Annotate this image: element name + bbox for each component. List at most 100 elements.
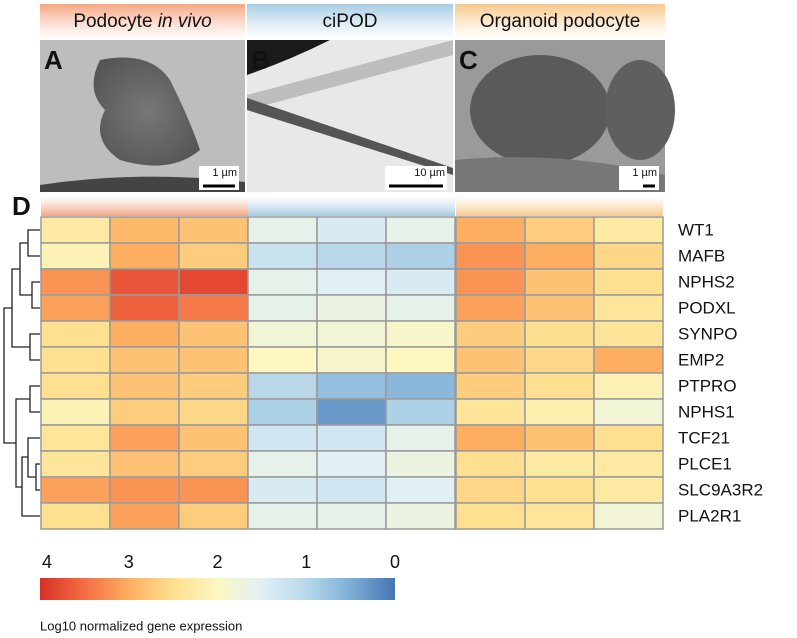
heatmap-cell bbox=[524, 294, 595, 322]
heatmap-cell bbox=[40, 450, 111, 478]
panel-title: Podocyte in vivo bbox=[73, 11, 211, 32]
heatmap-cell bbox=[316, 372, 387, 400]
heatmap-cell bbox=[385, 242, 456, 270]
nucleus bbox=[605, 60, 675, 160]
heatmap-cell bbox=[455, 424, 526, 452]
group-strip bbox=[248, 196, 455, 216]
heatmap-cell bbox=[247, 320, 318, 348]
heatmap-cell bbox=[316, 294, 387, 322]
cell-shape bbox=[93, 57, 200, 166]
heatmap-cell bbox=[455, 450, 526, 478]
heatmap-cell bbox=[524, 502, 595, 530]
heatmap-cell bbox=[455, 398, 526, 426]
heatmap-cell bbox=[109, 320, 180, 348]
panel-letter: A bbox=[44, 45, 63, 75]
panel-header bbox=[455, 4, 665, 40]
heatmap-cell bbox=[385, 268, 456, 296]
panel-title-part: ciPOD bbox=[323, 11, 378, 32]
heatmap-cell bbox=[247, 242, 318, 270]
group-strip bbox=[41, 196, 248, 216]
heatmap-cell bbox=[593, 372, 664, 400]
heatmap-cell bbox=[247, 450, 318, 478]
heatmap-cell bbox=[178, 502, 249, 530]
gene-label: PTPRO bbox=[678, 376, 737, 395]
heatmap-cell bbox=[40, 502, 111, 530]
heatmap-cell bbox=[178, 320, 249, 348]
group-strip bbox=[456, 196, 663, 216]
heatmap-cell bbox=[178, 294, 249, 322]
gene-label: MAFB bbox=[678, 246, 725, 265]
heatmap-cell bbox=[316, 450, 387, 478]
heatmap-cell bbox=[593, 502, 664, 530]
heatmap-cell bbox=[247, 398, 318, 426]
heatmap-cell bbox=[455, 372, 526, 400]
heatmap-cell bbox=[593, 476, 664, 504]
heatmap-cell bbox=[524, 346, 595, 374]
panel-title-part: in vivo bbox=[158, 11, 212, 32]
scale-bar-label: 1 µm bbox=[212, 167, 237, 179]
heatmap-cell bbox=[385, 450, 456, 478]
heatmap-cell bbox=[316, 398, 387, 426]
heatmap-cell bbox=[178, 450, 249, 478]
heatmap-cell bbox=[40, 476, 111, 504]
basement-shape bbox=[455, 157, 665, 192]
heatmap-cell bbox=[385, 476, 456, 504]
heatmap-cell bbox=[40, 294, 111, 322]
gene-label: PODXL bbox=[678, 298, 736, 317]
heatmap-cell bbox=[593, 424, 664, 452]
dark-corner bbox=[247, 40, 330, 75]
heatmap-cell bbox=[524, 216, 595, 244]
heatmap-cell bbox=[178, 398, 249, 426]
colorbar-tick-label: 3 bbox=[124, 552, 134, 572]
gene-label: NPHS2 bbox=[678, 272, 735, 291]
panel-title-part: Organoid podocyte bbox=[480, 11, 641, 32]
heatmap-cell bbox=[178, 216, 249, 244]
heatmap-cell bbox=[109, 476, 180, 504]
panel-header bbox=[247, 4, 453, 40]
gene-label: TCF21 bbox=[678, 428, 730, 447]
gene-label: SLC9A3R2 bbox=[678, 480, 763, 499]
heatmap-cell bbox=[40, 398, 111, 426]
heatmap-cell bbox=[455, 476, 526, 504]
heatmap-cell bbox=[455, 346, 526, 374]
heatmap-cell bbox=[524, 450, 595, 478]
heatmap-cell bbox=[247, 476, 318, 504]
heatmap-cell bbox=[109, 424, 180, 452]
heatmap-cell bbox=[593, 320, 664, 348]
heatmap-cell bbox=[385, 294, 456, 322]
heatmap-cell bbox=[524, 398, 595, 426]
gene-label: WT1 bbox=[678, 220, 714, 239]
gene-label: SYNPO bbox=[678, 324, 738, 343]
gene-label: NPHS1 bbox=[678, 402, 735, 421]
heatmap-cell bbox=[247, 502, 318, 530]
panel-title-part: Podocyte bbox=[73, 11, 158, 32]
cell-layer bbox=[247, 98, 453, 175]
heatmap-cell bbox=[40, 216, 111, 244]
colorbar-label: Log10 normalized gene expression bbox=[40, 618, 242, 633]
heatmap-cell bbox=[247, 268, 318, 296]
heatmap-cell bbox=[247, 372, 318, 400]
micrographs bbox=[40, 40, 675, 192]
colorbar-tick-label: 2 bbox=[212, 552, 222, 572]
heatmap-cell bbox=[316, 476, 387, 504]
heatmap-cell bbox=[524, 320, 595, 348]
panel-title: ciPOD bbox=[323, 11, 378, 32]
panel-title: Organoid podocyte bbox=[480, 11, 641, 32]
heatmap-cell bbox=[316, 346, 387, 374]
heatmap-cell bbox=[247, 424, 318, 452]
heatmap-cell bbox=[109, 502, 180, 530]
membrane-shape bbox=[40, 176, 245, 192]
scale-bar-label: 10 µm bbox=[414, 167, 445, 179]
heatmap-cell bbox=[316, 502, 387, 530]
nucleus bbox=[470, 55, 610, 165]
heatmap-cell bbox=[40, 242, 111, 270]
heatmap-cell bbox=[455, 294, 526, 322]
heatmap-cell bbox=[524, 476, 595, 504]
heatmap-cell bbox=[385, 320, 456, 348]
heatmap-cell bbox=[316, 424, 387, 452]
heatmap-cell bbox=[593, 346, 664, 374]
colorbar bbox=[40, 578, 395, 600]
heatmap-cell bbox=[524, 372, 595, 400]
heatmap-cell bbox=[316, 242, 387, 270]
dendrogram bbox=[3, 229, 40, 517]
